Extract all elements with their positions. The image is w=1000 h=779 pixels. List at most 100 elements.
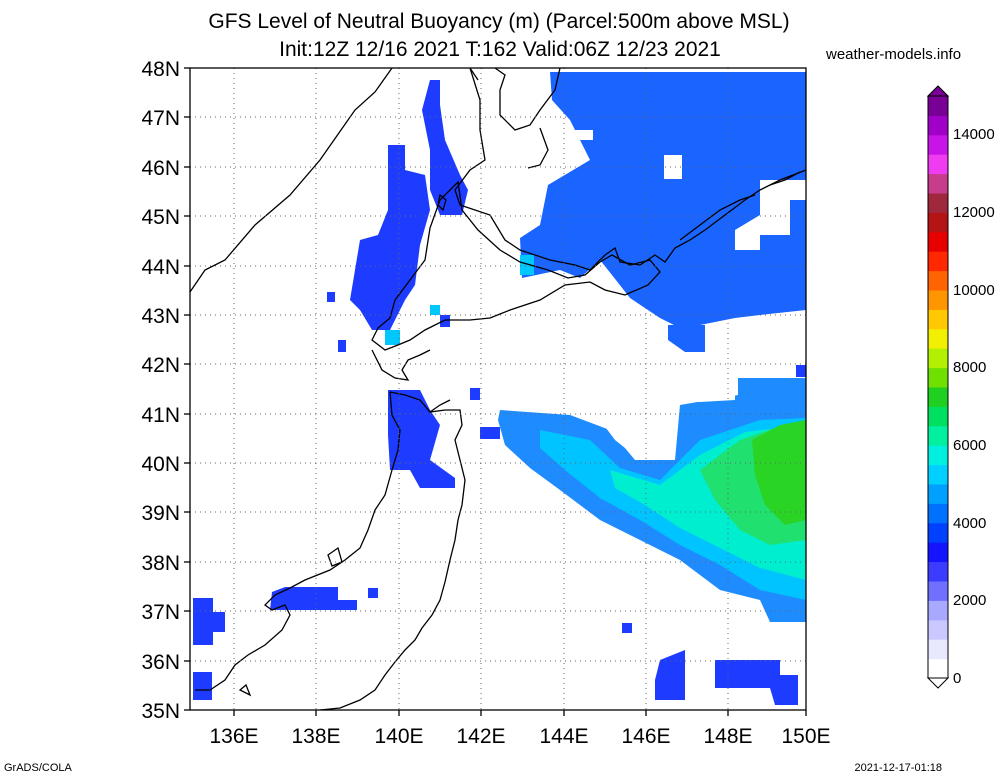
colorbar-swatch bbox=[928, 96, 948, 116]
coastline-rebun bbox=[437, 193, 447, 212]
coastline-kuril bbox=[679, 171, 801, 241]
axis-ticks bbox=[184, 67, 807, 716]
colorbar-swatch bbox=[928, 619, 948, 640]
field-cell bbox=[480, 427, 500, 439]
colorbar-swatch bbox=[928, 484, 948, 504]
field-patch-noto bbox=[270, 587, 357, 610]
field-gap bbox=[664, 155, 682, 179]
colorbar-top-arrow bbox=[926, 85, 950, 97]
field-cell bbox=[430, 305, 440, 315]
field-patch-east-low bbox=[655, 650, 685, 700]
colorbar-swatch bbox=[928, 173, 948, 194]
field-cell bbox=[338, 340, 346, 352]
colorbar-swatch bbox=[928, 561, 948, 582]
field-patch-sw-low bbox=[193, 672, 212, 700]
field-cell bbox=[368, 588, 378, 598]
field-patch-sakhalin-strip bbox=[422, 80, 468, 215]
lon-label: 140E bbox=[374, 725, 423, 748]
field-patch-east-low-2 bbox=[715, 660, 798, 705]
field-plume-green bbox=[752, 420, 806, 525]
lon-labels: 136E 138E 140E 142E 144E 146E 148E 150E bbox=[209, 725, 830, 748]
colorbar: 0 2000 4000 6000 8000 10000 12000 14000 bbox=[926, 85, 995, 689]
colorbar-swatch bbox=[928, 367, 948, 388]
colorbar-swatch bbox=[928, 115, 948, 136]
colorbar-swatch bbox=[928, 445, 948, 466]
coastline-asia bbox=[190, 68, 393, 293]
colorbar-swatch bbox=[928, 231, 948, 252]
colorbar-swatch bbox=[928, 581, 948, 601]
site-credit: weather-models.info bbox=[826, 46, 962, 63]
colorbar-swatch bbox=[928, 387, 948, 407]
field-cell bbox=[520, 255, 534, 275]
lat-label: 40N bbox=[141, 453, 180, 476]
colorbar-swatch bbox=[928, 503, 948, 524]
field-gap bbox=[520, 178, 532, 190]
lat-label: 38N bbox=[141, 552, 180, 575]
colorbar-swatch bbox=[928, 348, 948, 369]
field-patch-sw-corner bbox=[193, 598, 225, 645]
colorbar-label: 10000 bbox=[953, 282, 995, 299]
colorbar-label: 12000 bbox=[953, 204, 995, 221]
colorbar-swatch bbox=[928, 309, 948, 330]
lon-label: 138E bbox=[291, 725, 340, 748]
lon-label: 144E bbox=[539, 725, 588, 748]
field-cell bbox=[440, 315, 450, 327]
lat-label: 43N bbox=[141, 305, 180, 328]
field-cell bbox=[470, 388, 480, 400]
lon-label: 150E bbox=[781, 725, 830, 748]
coastline-sado bbox=[327, 546, 343, 567]
title-line-1: GFS Level of Neutral Buoyancy (m) (Parce… bbox=[208, 10, 790, 33]
colorbar-swatch bbox=[928, 406, 948, 427]
colorbar-swatch bbox=[928, 639, 948, 660]
lat-label: 36N bbox=[141, 651, 180, 674]
lat-label: 45N bbox=[141, 206, 180, 229]
colorbar-label: 6000 bbox=[953, 437, 986, 454]
lat-label: 44N bbox=[141, 256, 180, 279]
colorbar-label: 14000 bbox=[953, 126, 995, 143]
colorbar-swatch bbox=[928, 328, 948, 349]
field-gap bbox=[735, 180, 806, 250]
grid-layer bbox=[190, 68, 806, 710]
field-cell bbox=[385, 330, 400, 345]
colorbar-label: 4000 bbox=[953, 515, 986, 532]
lat-label: 46N bbox=[141, 157, 180, 180]
title-line-2: Init:12Z 12/16 2021 T:162 Valid:06Z 12/2… bbox=[279, 38, 721, 61]
lat-label: 41N bbox=[141, 404, 180, 427]
lon-label: 148E bbox=[703, 725, 752, 748]
colorbar-swatch bbox=[928, 193, 948, 213]
colorbar-label: 8000 bbox=[953, 359, 986, 376]
lat-label: 47N bbox=[141, 107, 180, 130]
colorbar-swatch bbox=[928, 658, 948, 679]
field-gap bbox=[685, 385, 735, 402]
lon-label: 146E bbox=[621, 725, 670, 748]
colorbar-swatches bbox=[928, 96, 948, 679]
lat-label: 42N bbox=[141, 354, 180, 377]
lat-label: 37N bbox=[141, 601, 180, 624]
colorbar-swatch bbox=[928, 251, 948, 272]
colorbar-swatch bbox=[928, 425, 948, 446]
colorbar-swatch bbox=[928, 270, 948, 291]
coastline-honshu bbox=[195, 391, 466, 710]
colorbar-swatch bbox=[928, 542, 948, 563]
lon-label: 136E bbox=[209, 725, 258, 748]
colorbar-labels: 0 2000 4000 6000 8000 10000 12000 14000 bbox=[953, 126, 995, 687]
lat-label: 39N bbox=[141, 502, 180, 525]
field-patch-sakhalin-west bbox=[350, 145, 430, 330]
field-cell bbox=[327, 292, 335, 302]
colorbar-bottom-arrow bbox=[926, 677, 950, 689]
field-cell bbox=[622, 623, 632, 633]
lon-label: 142E bbox=[456, 725, 505, 748]
colorbar-swatch bbox=[928, 134, 948, 155]
colorbar-swatch bbox=[928, 154, 948, 175]
coastline-layer bbox=[190, 68, 806, 710]
coastline-sakhalin bbox=[454, 68, 806, 271]
field-gap bbox=[600, 420, 675, 460]
plot-frame bbox=[189, 67, 807, 711]
colorbar-swatch bbox=[928, 600, 948, 621]
lat-label: 48N bbox=[141, 58, 180, 81]
coastline-oki bbox=[238, 683, 252, 697]
colorbar-label: 2000 bbox=[953, 592, 986, 609]
footer-software: GrADS/COLA bbox=[4, 762, 72, 774]
colorbar-frame bbox=[927, 95, 949, 679]
